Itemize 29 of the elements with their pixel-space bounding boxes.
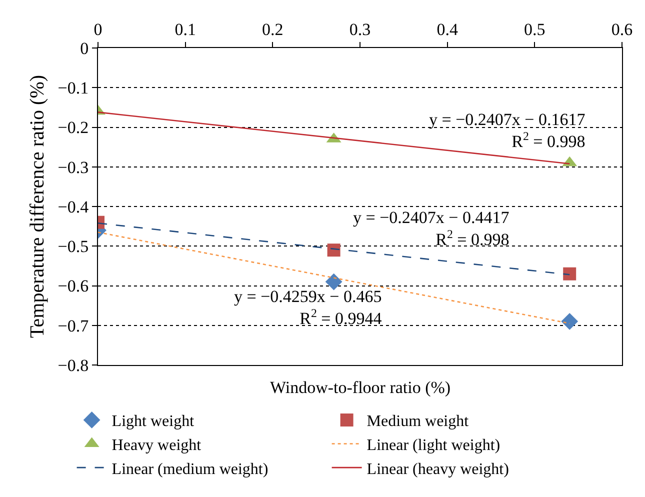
point: [561, 312, 578, 330]
x-tick-label: 0: [94, 20, 102, 40]
x-tick-label: 0.2: [262, 20, 284, 40]
annotation: y = −0.4259x − 0.465 R$^{2}$ = 0.9944: [234, 287, 382, 328]
y-tick-label: −0.7: [58, 316, 90, 336]
y-tick-label: −0.6: [58, 276, 89, 296]
x-axis-title: Window-to-floor ratio (%): [270, 378, 451, 397]
point: [563, 267, 576, 280]
legend-label: Linear (heavy weight): [366, 460, 509, 478]
legend-label: Linear (medium weight): [112, 460, 268, 478]
y-tick-label: −0.4: [58, 197, 90, 216]
y-tick-label: −0.2: [58, 118, 89, 138]
x-tick-label: 0.4: [436, 20, 458, 40]
y-axis-title: Temperature difference ratio (%): [26, 74, 48, 338]
y-tick-label: 0: [80, 38, 89, 58]
x-tick-label: 0.1: [174, 20, 196, 40]
y-tick-label: −0.8: [58, 356, 89, 375]
annotation: y = −0.2407x − 0.1617 R$^{2}$ = 0.998: [429, 110, 586, 152]
x-tick-label: 0.6: [611, 20, 633, 40]
y-tick-label: −0.1: [58, 78, 89, 98]
legend-label: Light weight: [112, 413, 195, 430]
annotation: y = −0.2407x − 0.4417 R$^{2}$ = 0.998: [353, 208, 510, 250]
legend-label: Linear (light weight): [366, 436, 500, 454]
x-tick-label: 0.5: [524, 20, 546, 40]
y-tick-label: −0.3: [58, 158, 89, 177]
y-tick-label: −0.5: [58, 237, 89, 256]
legend-label: Medium weight: [366, 413, 470, 430]
legend-label: Heavy weight: [112, 436, 202, 454]
x-tick-label: 0.3: [349, 20, 371, 40]
